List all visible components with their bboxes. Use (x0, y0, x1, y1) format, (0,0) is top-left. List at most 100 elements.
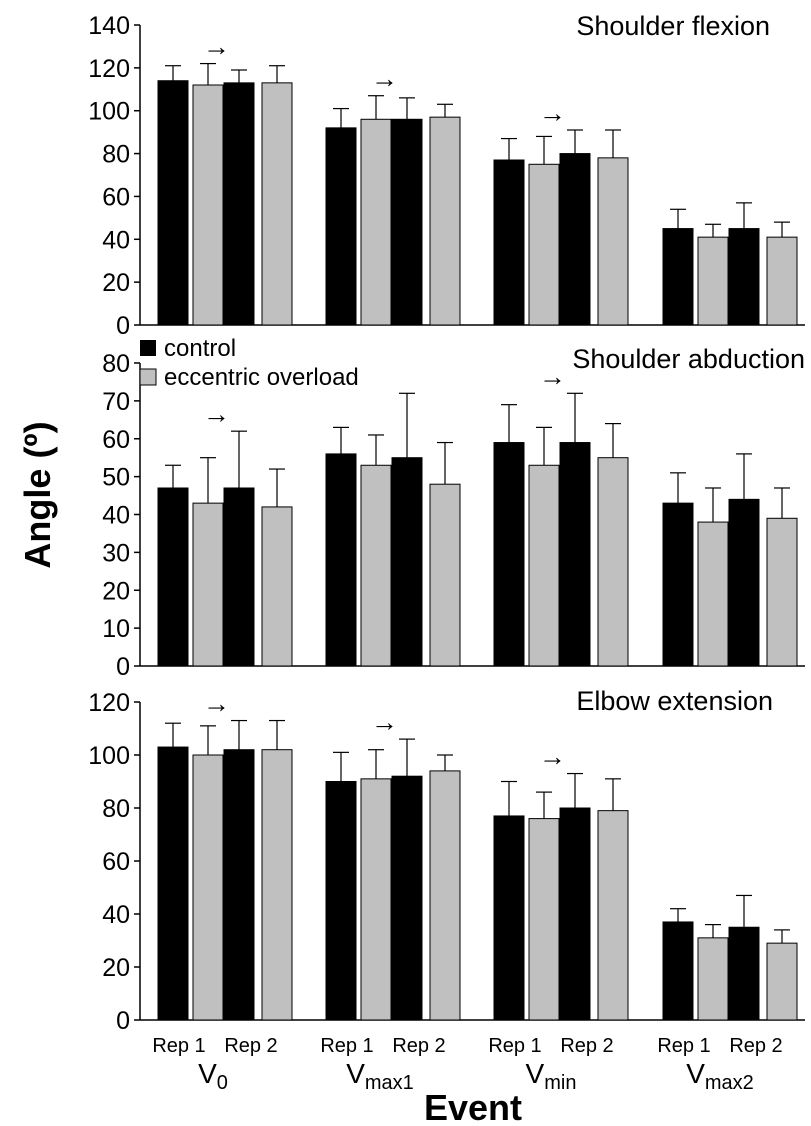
arrow-icon: → (539, 361, 566, 391)
bar (728, 498, 760, 667)
bar (662, 921, 694, 1021)
y-tick-label: 20 (102, 954, 130, 982)
legend-label-eccentric-overload: eccentric overload (164, 364, 359, 391)
bar (157, 80, 189, 326)
bar (493, 815, 525, 1021)
arrow-icon: → (203, 399, 230, 429)
bar (559, 807, 591, 1021)
arrow-icon: → (539, 98, 566, 128)
legend-swatch-control (140, 340, 156, 356)
y-tick-label: 40 (102, 901, 130, 929)
panel-title: Elbow extension (576, 686, 773, 716)
bar (728, 228, 760, 326)
bar (192, 502, 224, 667)
bar (429, 483, 461, 667)
bar (261, 506, 293, 667)
panel-elbow-extension: 0 20 40 60 80 100 120 Elbow extension → → → (88, 686, 805, 1035)
legend-swatch-eccentric-overload (139, 368, 157, 386)
bar (559, 442, 591, 667)
bar (697, 937, 729, 1021)
bar (597, 457, 629, 667)
bar (766, 942, 798, 1021)
arrow-icon: → (371, 707, 398, 737)
bar (697, 236, 729, 326)
bar (325, 127, 357, 326)
bar (223, 487, 255, 667)
x-category-label: Rep 2 (224, 1035, 277, 1057)
bar (559, 153, 591, 326)
y-tick-label: 100 (88, 98, 130, 126)
y-tick-label: 120 (88, 55, 130, 83)
y-tick-label: 50 (102, 464, 130, 492)
y-tick-label: 10 (102, 615, 130, 643)
legend-label-control: control (164, 335, 236, 362)
y-tick-label: 120 (88, 689, 130, 717)
bar (528, 163, 560, 326)
y-tick-label: 0 (116, 312, 130, 340)
bar (157, 746, 189, 1021)
y-tick-label: 40 (102, 226, 130, 254)
bar (360, 464, 392, 667)
y-tick-label: 100 (88, 742, 130, 770)
chart-panels: 0 20 40 60 80 100 120 140 Shoulder flexion → → → 0 10… (88, 11, 805, 1035)
bar (728, 926, 760, 1021)
bar (157, 487, 189, 667)
bar (662, 502, 694, 667)
y-tick-label: 30 (102, 539, 130, 567)
bar (662, 228, 694, 326)
bar (766, 517, 798, 667)
y-tick-label: 20 (102, 269, 130, 297)
arrow-icon: → (539, 742, 566, 772)
x-group-label: Vmax2 (686, 1058, 754, 1094)
bar (597, 157, 629, 326)
bar (223, 749, 255, 1021)
x-category-label: Rep 1 (320, 1035, 373, 1057)
bar (766, 236, 798, 326)
y-tick-label: 40 (102, 502, 130, 530)
bar (391, 457, 423, 667)
bar (192, 754, 224, 1021)
y-tick-label: 20 (102, 577, 130, 605)
bar (360, 778, 392, 1021)
bar (429, 116, 461, 326)
bar (325, 781, 357, 1021)
bar (493, 442, 525, 667)
panel-title: Shoulder flexion (576, 11, 770, 41)
bar (261, 82, 293, 326)
x-group-label: V0 (198, 1058, 228, 1094)
panel-shoulder-flexion: 0 20 40 60 80 100 120 140 Shoulder flexion → → → (88, 11, 805, 340)
y-tick-label: 70 (102, 388, 130, 416)
bar (391, 775, 423, 1021)
bar (192, 84, 224, 326)
bar (429, 770, 461, 1021)
x-category-label: Rep 1 (152, 1035, 205, 1057)
bar (697, 521, 729, 667)
y-tick-label: 80 (102, 141, 130, 169)
x-category-label: Rep 2 (392, 1035, 445, 1057)
x-category-label: Rep 1 (488, 1035, 541, 1057)
x-group-label: Vmin (526, 1058, 577, 1094)
y-tick-label: 60 (102, 848, 130, 876)
x-category-label: Rep 2 (560, 1035, 613, 1057)
y-tick-label: 60 (102, 183, 130, 211)
bar (325, 453, 357, 667)
bar (360, 118, 392, 326)
bar (223, 82, 255, 326)
x-category-label: Rep 1 (657, 1035, 710, 1057)
bar (597, 810, 629, 1021)
bar (391, 118, 423, 326)
x-category-label: Rep 2 (729, 1035, 782, 1057)
y-tick-label: 0 (116, 1007, 130, 1035)
x-axis-title: Event (424, 1087, 522, 1126)
bar (493, 159, 525, 326)
bar (261, 749, 293, 1021)
x-group-label: Vmax1 (346, 1058, 414, 1094)
y-tick-label: 140 (88, 12, 130, 40)
panel-title: Shoulder abduction (572, 344, 805, 374)
legend: control eccentric overload (139, 335, 359, 391)
y-tick-label: 80 (102, 795, 130, 823)
arrow-icon: → (203, 32, 230, 62)
